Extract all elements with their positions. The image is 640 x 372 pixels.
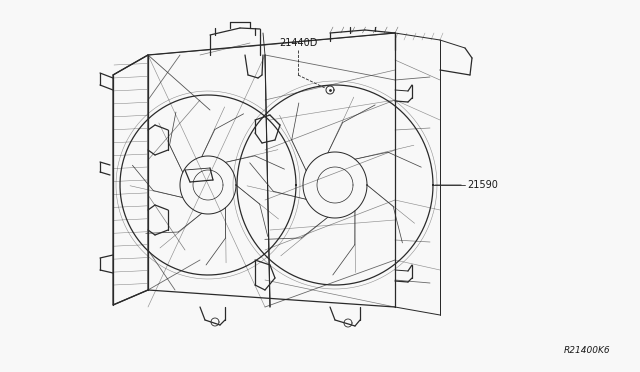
Text: 21590: 21590 — [467, 180, 498, 190]
Polygon shape — [113, 55, 148, 305]
Text: R21400K6: R21400K6 — [563, 346, 610, 355]
Text: 21440D: 21440D — [279, 38, 317, 48]
